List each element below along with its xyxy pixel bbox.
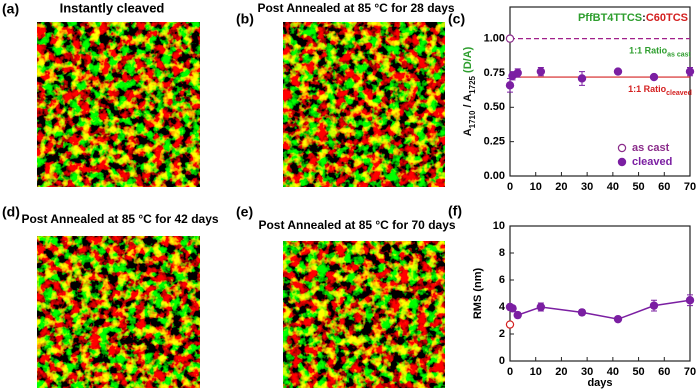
y-tick-label: 0 — [499, 355, 505, 367]
data-point — [536, 67, 546, 76]
y-tick-label: 2 — [499, 328, 505, 340]
panel-title: Instantly cleaved — [60, 0, 165, 15]
x-tick-label: 40 — [607, 181, 619, 193]
y-tick-label: 10 — [493, 220, 505, 232]
legend-marker — [617, 157, 627, 167]
title-part: : — [642, 12, 646, 24]
afm-image — [37, 22, 200, 187]
panel-label: (a) — [2, 1, 19, 17]
data-point — [577, 74, 587, 83]
x-tick-label: 20 — [555, 366, 567, 378]
series-line — [509, 299, 691, 320]
data-point — [536, 302, 546, 312]
data-point — [505, 34, 515, 43]
afm-image — [283, 241, 445, 388]
image-panels: (a) Instantly cleaved (b) Post Annealed … — [2, 0, 456, 388]
data-point — [513, 68, 522, 78]
x-tick-label: 40 — [607, 366, 619, 378]
x-tick-label: 10 — [530, 181, 542, 193]
y-tick-label: 0.00 — [484, 170, 505, 182]
reference-label-part: 1:1 Ratio — [629, 46, 668, 56]
panel-label: (d) — [2, 204, 20, 220]
chart-title: PffBT4TTCS:C60TCS — [578, 12, 688, 24]
reference-label-part: cleaved — [666, 90, 692, 97]
y-axis-label: RMS (nm) — [472, 268, 484, 320]
y-tick-label: 0.25 — [484, 136, 505, 148]
data-point — [577, 308, 587, 317]
data-point — [649, 72, 659, 82]
reference-label: 1:1 Ratioas cast — [629, 46, 691, 59]
panel-title: Post Annealed at 85 °C for 70 days — [258, 218, 455, 232]
y-tick-label: 8 — [499, 247, 505, 259]
panel-label: (e) — [236, 204, 253, 220]
afm-image — [37, 236, 200, 388]
panel-label: (b) — [236, 11, 254, 27]
data-point — [505, 320, 515, 329]
data-point — [685, 296, 695, 305]
x-tick-label: 50 — [632, 366, 644, 378]
title-part: PffBT4TTCS — [578, 12, 642, 24]
panel-title: Post Annealed at 85 °C for 42 days — [21, 212, 218, 226]
y-label-part: (D/A) — [462, 46, 474, 76]
x-tick-label: 0 — [507, 366, 513, 378]
panel-label: (f) — [448, 203, 462, 219]
x-tick-label: 30 — [581, 181, 593, 193]
x-tick-label: 60 — [658, 181, 670, 193]
reference-label-part: 1:1 Ratio — [628, 84, 667, 94]
reference-label: 1:1 Ratiocleaved — [628, 84, 692, 97]
y-label-part: A — [462, 128, 474, 136]
x-tick-label: 0 — [507, 181, 513, 193]
data-point — [505, 81, 515, 90]
data-point — [508, 304, 517, 313]
y-axis-label: A1710 / A1725 (D/A) — [462, 46, 477, 136]
y-label-part: 1725 — [468, 75, 477, 93]
legend-label: as cast — [632, 142, 670, 154]
afm-image — [283, 22, 445, 187]
plot-frame — [509, 225, 691, 362]
y-tick-label: 0.75 — [484, 67, 505, 79]
x-tick-label: 30 — [581, 366, 593, 378]
x-tick-label: 60 — [658, 366, 670, 378]
panel-label: (c) — [448, 11, 465, 27]
y-tick-label: 4 — [499, 301, 506, 313]
y-tick-label: 1.00 — [484, 33, 505, 45]
x-tick-label: 50 — [632, 181, 644, 193]
legend-label: cleaved — [632, 156, 672, 168]
data-point — [685, 67, 695, 76]
panel-title: Post Annealed at 85 °C for 28 days — [257, 1, 454, 15]
data-point — [513, 310, 522, 320]
x-tick-label: 10 — [530, 366, 542, 378]
y-label-part: / A — [462, 94, 474, 111]
y-label-part: 1710 — [468, 110, 477, 128]
y-tick-label: 0.50 — [484, 101, 505, 113]
data-point — [613, 314, 623, 324]
title-part: C60TCS — [646, 12, 688, 24]
data-point — [613, 67, 623, 76]
legend-marker — [617, 143, 627, 153]
data-point — [649, 301, 659, 310]
x-axis-label: days — [587, 377, 612, 389]
y-tick-label: 6 — [499, 274, 505, 286]
x-tick-label: 20 — [555, 181, 567, 193]
x-tick-label: 70 — [684, 181, 696, 193]
x-tick-label: 70 — [684, 366, 696, 378]
reference-label-part: as cast — [667, 52, 691, 59]
